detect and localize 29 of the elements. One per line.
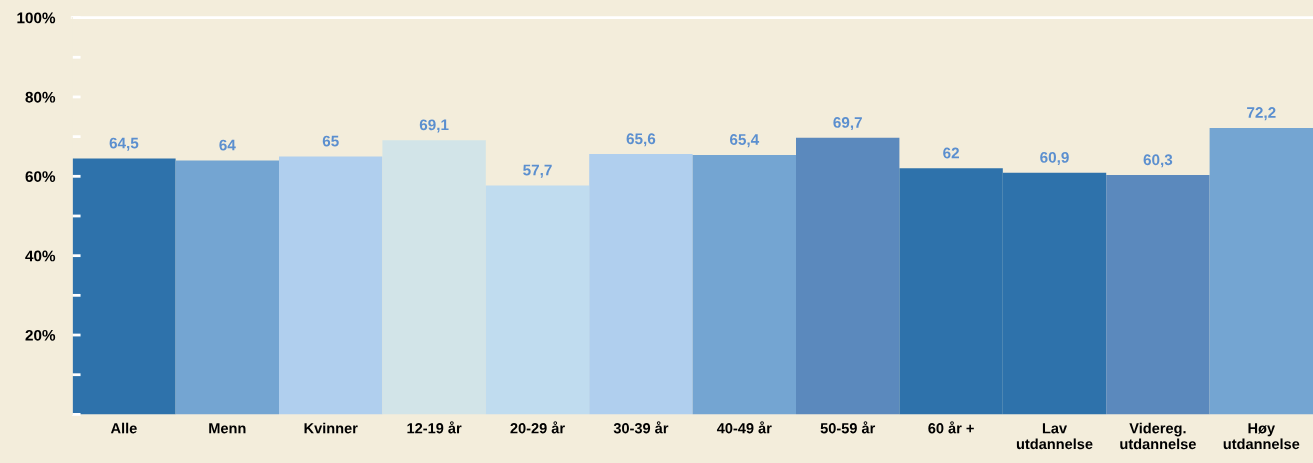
data-label: 64: [219, 139, 236, 151]
x-tick-label: Menn: [209, 423, 246, 434]
data-label: 60,3: [1143, 154, 1173, 168]
x-tick-label: Alle: [110, 422, 137, 434]
y-tick-label: 100%: [17, 12, 56, 24]
data-label: 62: [943, 147, 959, 159]
data-label: 65,4: [730, 134, 760, 148]
data-label: 64,5: [109, 137, 139, 151]
x-tick-label: Kvinner: [304, 422, 358, 434]
y-tick-label: 40%: [25, 250, 56, 262]
x-tick-label: 20-29 år: [510, 421, 565, 434]
x-tick-label: 40-49 år: [716, 421, 772, 434]
data-label: 69,7: [833, 117, 862, 131]
y-tick-label: 20%: [25, 329, 56, 341]
x-tick-label: Lav utdannelse: [1016, 423, 1093, 450]
data-label: 72,2: [1247, 107, 1276, 121]
data-label: 69,1: [419, 119, 449, 133]
data-label: 60,9: [1040, 151, 1069, 165]
x-tick-label: 12-19 år: [407, 421, 462, 434]
x-tick-label: Høy utdannelse: [1223, 423, 1300, 450]
data-label: 57,7: [523, 164, 552, 178]
data-label: 65,6: [626, 133, 656, 147]
x-tick-label: Videreg. utdannelse: [1120, 422, 1196, 450]
y-tick-label: 80%: [25, 91, 56, 103]
x-tick-label: 50-59 år: [820, 421, 876, 434]
x-tick-label: 60 år +: [928, 421, 974, 434]
y-tick-label: 60%: [25, 171, 56, 182]
data-label: 65: [322, 135, 339, 147]
x-tick-label: 30-39 år: [613, 421, 669, 434]
